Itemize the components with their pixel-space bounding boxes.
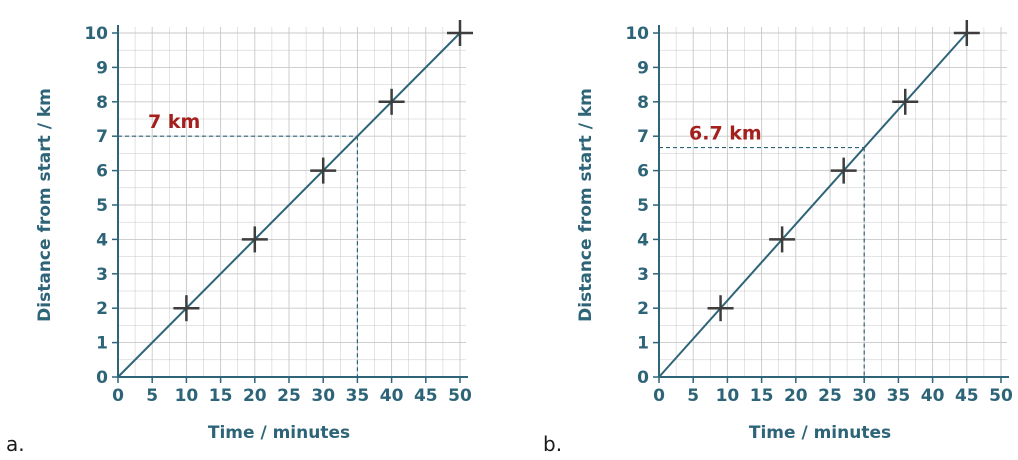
y-axis-title: Distance from start / km [35, 88, 55, 322]
x-tick-label: 10 [175, 386, 199, 406]
best-fit-line [658, 32, 968, 378]
x-tick-label: 5 [687, 386, 699, 406]
y-tick-label: 3 [637, 265, 649, 285]
data-point-marker [830, 157, 857, 184]
x-tick-label: 15 [750, 386, 774, 406]
y-tick-label: 6 [96, 162, 108, 182]
x-tick-label: 50 [989, 386, 1013, 406]
y-axis-title: Distance from start / km [576, 88, 596, 322]
y-tick-label: 1 [96, 334, 108, 354]
x-tick-label: 45 [414, 386, 438, 406]
data-point-marker [707, 295, 734, 322]
annotation-label: 6.7 km [689, 123, 762, 145]
y-tick-label: 10 [84, 24, 108, 44]
x-tick-label: 50 [448, 386, 472, 406]
panel-label-b: b. [543, 432, 563, 456]
y-tick-label: 0 [637, 368, 649, 388]
data-point-marker [953, 20, 980, 46]
x-axis-title: Time / minutes [749, 423, 891, 443]
data-point-marker [241, 226, 268, 253]
x-tick-label: 45 [955, 386, 979, 406]
y-tick-label: 9 [637, 58, 649, 78]
x-tick-label: 25 [277, 386, 301, 406]
y-tick-label: 10 [625, 24, 649, 44]
data-point-marker [447, 20, 473, 46]
x-tick-label: 5 [146, 386, 158, 406]
y-tick-label: 3 [96, 265, 108, 285]
data-point-marker [769, 226, 796, 253]
y-tick-label: 0 [96, 368, 108, 388]
data-point-marker [892, 88, 919, 115]
data-point-marker [310, 157, 337, 184]
annotation-label: 7 km [148, 111, 200, 133]
x-tick-label: 40 [921, 386, 945, 406]
best-fit-line [117, 32, 461, 378]
y-tick-label: 1 [637, 334, 649, 354]
y-tick-label: 2 [637, 299, 649, 319]
y-tick-label: 5 [96, 196, 108, 216]
x-tick-label: 10 [716, 386, 740, 406]
y-tick-label: 7 [96, 127, 108, 147]
x-tick-label: 20 [784, 386, 808, 406]
x-tick-label: 15 [209, 386, 233, 406]
data-point-marker [173, 295, 200, 322]
y-tick-label: 4 [96, 230, 108, 250]
y-tick-label: 5 [637, 196, 649, 216]
y-tick-label: 4 [637, 230, 649, 250]
y-tick-label: 8 [96, 93, 108, 113]
y-tick-label: 2 [96, 299, 108, 319]
x-tick-label: 20 [243, 386, 267, 406]
x-tick-label: 35 [887, 386, 911, 406]
x-axis-title: Time / minutes [208, 423, 350, 443]
y-tick-label: 8 [637, 93, 649, 113]
x-tick-label: 30 [852, 386, 876, 406]
x-tick-label: 25 [818, 386, 842, 406]
y-tick-label: 7 [637, 127, 649, 147]
x-tick-label: 0 [653, 386, 665, 406]
panel-label-a: a. [6, 432, 25, 456]
x-tick-label: 30 [311, 386, 335, 406]
data-point-marker [378, 88, 405, 115]
x-tick-label: 0 [112, 386, 124, 406]
x-tick-label: 35 [346, 386, 370, 406]
y-tick-label: 9 [96, 58, 108, 78]
y-tick-label: 6 [637, 162, 649, 182]
x-tick-label: 40 [380, 386, 404, 406]
